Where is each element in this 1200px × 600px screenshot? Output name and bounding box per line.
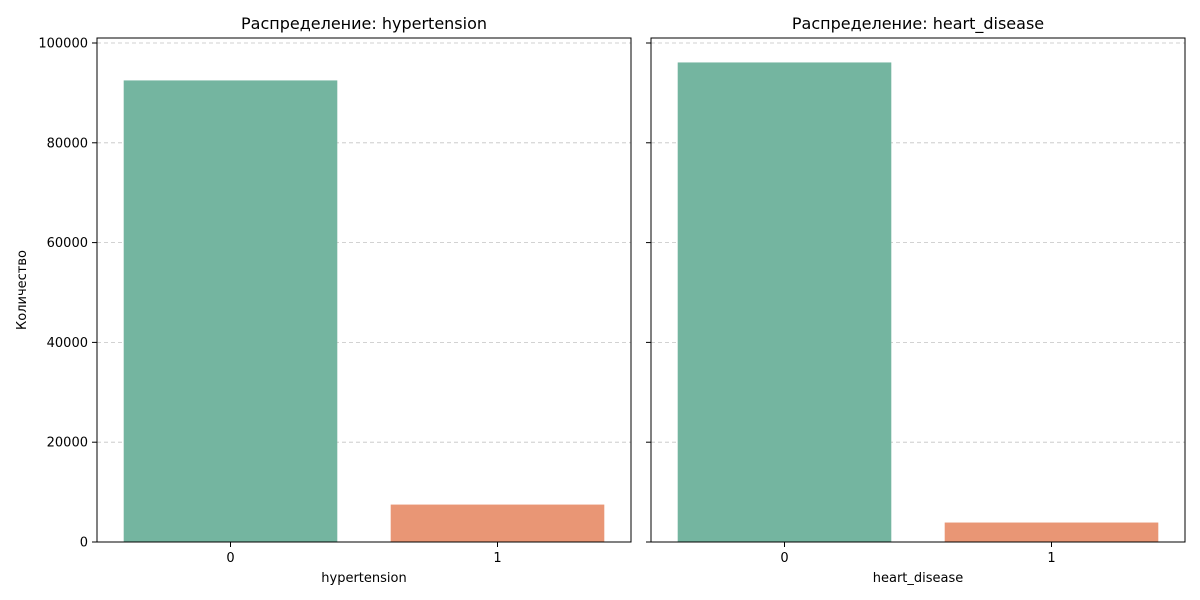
y-axis-label: Количество — [15, 250, 30, 330]
bar-hypertension-1 — [390, 504, 605, 542]
x-tick-label: 0 — [780, 551, 788, 566]
x-tick-label: 1 — [493, 551, 501, 566]
x-axis-label: heart_disease — [873, 571, 964, 586]
x-axis-label: hypertension — [321, 571, 406, 586]
y-tick-label: 0 — [80, 536, 88, 551]
chart-title: Распределение: heart_disease — [792, 14, 1044, 34]
y-tick-label: 80000 — [47, 136, 88, 151]
y-tick-label: 100000 — [38, 36, 88, 51]
x-tick-label: 1 — [1047, 551, 1055, 566]
plot-frame — [650, 37, 1186, 543]
chart-title: Распределение: hypertension — [241, 14, 487, 33]
y-tick-label: 60000 — [47, 236, 88, 251]
chart-panel-hypertension: 0 1 0 20000 40000 60000 80000 100000 Распределен… — [15, 14, 632, 586]
chart-panel-heart-disease: 0 1 Распределение: heart_disease heart_dise… — [646, 14, 1186, 586]
bar-heart-disease-0 — [677, 62, 892, 543]
y-tick-label: 20000 — [47, 436, 88, 451]
x-tick-label: 0 — [226, 551, 234, 566]
bar-heart-disease-1 — [944, 522, 1159, 542]
bar-hypertension-0 — [123, 80, 338, 543]
y-tick-label: 40000 — [47, 336, 88, 351]
plot-frame — [96, 37, 632, 543]
